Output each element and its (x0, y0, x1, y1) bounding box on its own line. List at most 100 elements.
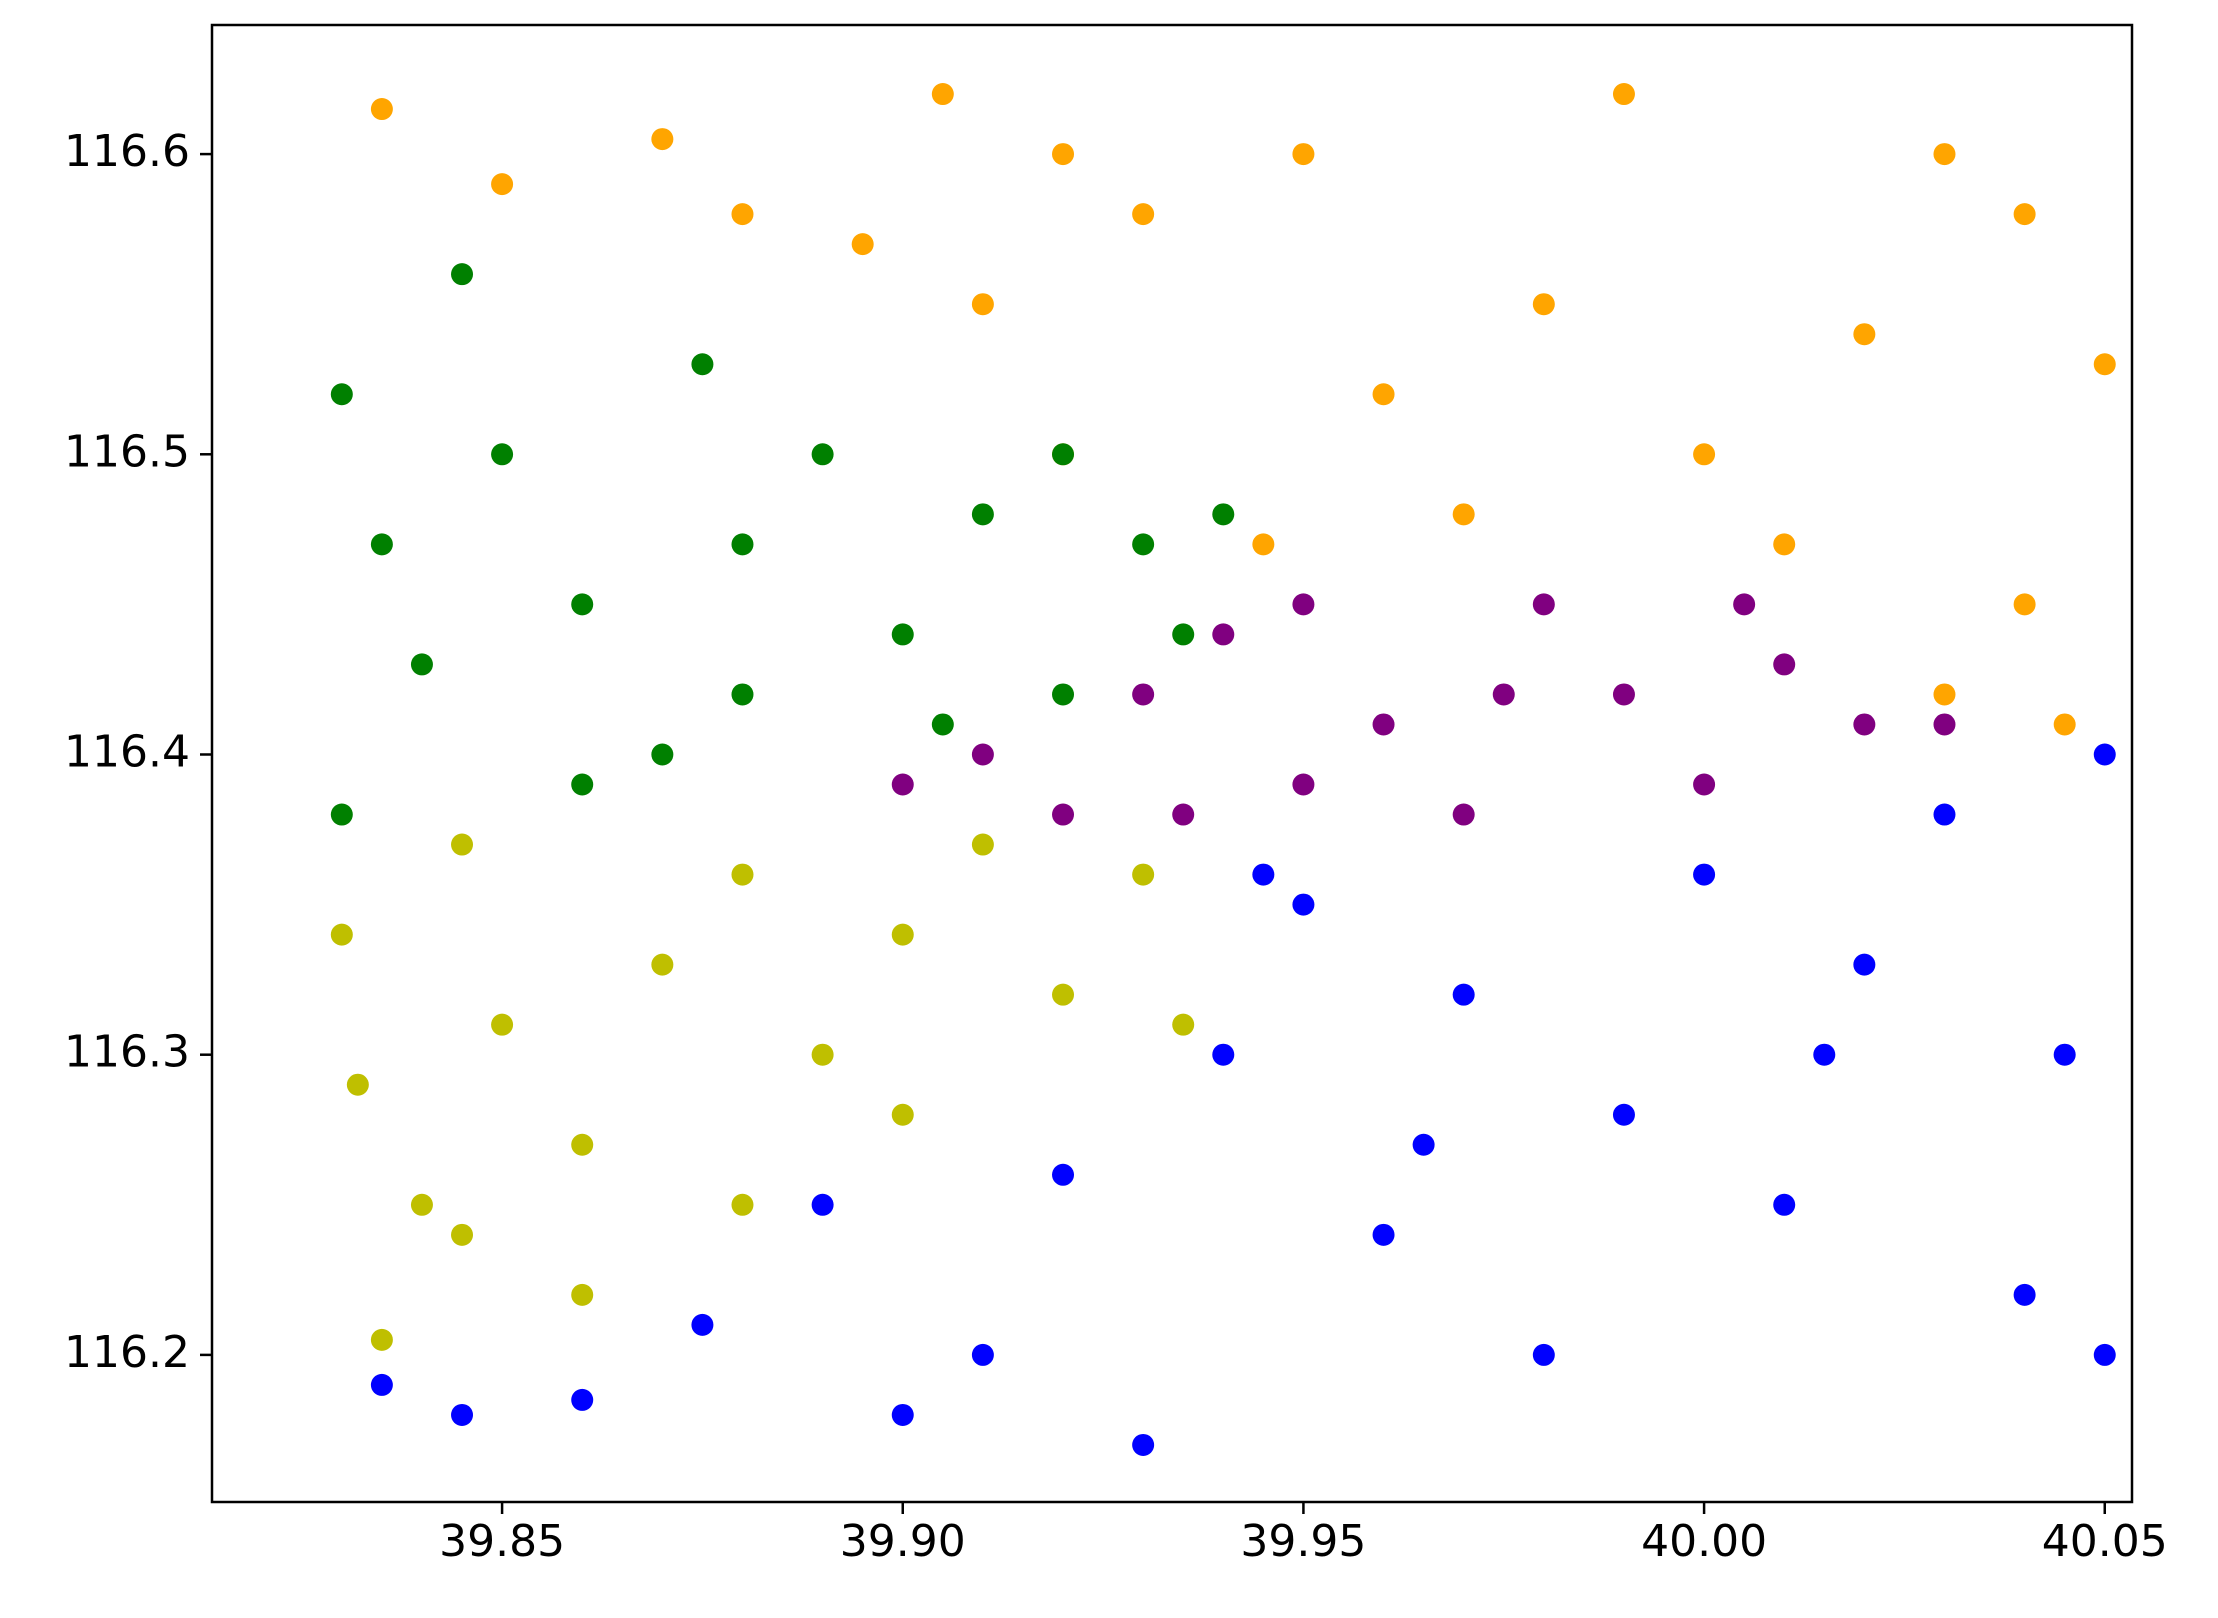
y-tick-label: 116.4 (64, 726, 190, 777)
scatter-point (1132, 683, 1155, 706)
scatter-point (451, 263, 474, 286)
scatter-point (1773, 533, 1796, 556)
y-tick-label: 116.6 (64, 126, 190, 177)
scatter-point (1532, 593, 1555, 616)
scatter-point (731, 863, 754, 886)
scatter-point (370, 1328, 393, 1351)
scatter-point (1933, 803, 1956, 826)
scatter-point (1853, 323, 1876, 346)
scatter-point (370, 1373, 393, 1396)
scatter-point (1612, 683, 1635, 706)
scatter-point (346, 1073, 369, 1096)
scatter-point (1132, 863, 1155, 886)
scatter-point (571, 1283, 594, 1306)
scatter-point (330, 383, 353, 406)
scatter-point (1292, 893, 1315, 916)
x-tick-label: 39.90 (840, 1516, 966, 1567)
x-tick-label: 40.00 (1641, 1516, 1767, 1567)
scatter-point (1532, 293, 1555, 316)
scatter-point (2013, 1283, 2036, 1306)
scatter-point (1212, 503, 1235, 526)
scatter-point (1532, 1343, 1555, 1366)
scatter-point (811, 1193, 834, 1216)
scatter-point (971, 293, 994, 316)
scatter-point (1052, 443, 1075, 466)
scatter-point (1452, 503, 1475, 526)
scatter-point (451, 1223, 474, 1246)
scatter-point (1773, 653, 1796, 676)
scatter-point (1853, 713, 1876, 736)
scatter-point (1292, 593, 1315, 616)
scatter-point (1292, 773, 1315, 796)
scatter-point (1052, 143, 1075, 166)
scatter-point (410, 653, 433, 676)
scatter-point (370, 533, 393, 556)
scatter-point (330, 923, 353, 946)
scatter-point (891, 773, 914, 796)
y-tick-label: 116.5 (64, 426, 190, 477)
scatter-point (2093, 1343, 2116, 1366)
scatter-point (1492, 683, 1515, 706)
scatter-point (1733, 593, 1756, 616)
scatter-point (1212, 623, 1235, 646)
scatter-point (2053, 713, 2076, 736)
scatter-point (691, 353, 714, 376)
scatter-point (2053, 1043, 2076, 1066)
scatter-point (1292, 143, 1315, 166)
scatter-point (571, 1388, 594, 1411)
scatter-point (851, 233, 874, 256)
scatter-point (1052, 803, 1075, 826)
scatter-point (1612, 1103, 1635, 1126)
scatter-point (2093, 353, 2116, 376)
scatter-point (491, 1013, 514, 1036)
scatter-point (1372, 383, 1395, 406)
scatter-point (410, 1193, 433, 1216)
scatter-point (651, 953, 674, 976)
scatter-point (891, 1103, 914, 1126)
scatter-point (330, 803, 353, 826)
scatter-point (1853, 953, 1876, 976)
scatter-point (1612, 83, 1635, 106)
scatter-point (571, 773, 594, 796)
scatter-point (1933, 143, 1956, 166)
scatter-point (1252, 533, 1275, 556)
scatter-point (811, 1043, 834, 1066)
scatter-point (1052, 983, 1075, 1006)
scatter-point (691, 1313, 714, 1336)
scatter-point (491, 173, 514, 196)
scatter-point (731, 203, 754, 226)
scatter-point (1052, 1163, 1075, 1186)
scatter-point (731, 533, 754, 556)
scatter-point (1693, 773, 1716, 796)
scatter-point (1693, 863, 1716, 886)
scatter-point (1212, 1043, 1235, 1066)
scatter-point (1052, 683, 1075, 706)
scatter-point (931, 83, 954, 106)
scatter-point (731, 1193, 754, 1216)
scatter-point (1172, 623, 1195, 646)
scatter-point (1372, 1223, 1395, 1246)
scatter-point (2013, 203, 2036, 226)
scatter-point (1452, 983, 1475, 1006)
scatter-point (1132, 203, 1155, 226)
scatter-point (651, 128, 674, 151)
scatter-point (571, 593, 594, 616)
scatter-point (2093, 743, 2116, 766)
scatter-point (2013, 593, 2036, 616)
scatter-point (370, 98, 393, 121)
scatter-point (1693, 443, 1716, 466)
scatter-point (1372, 713, 1395, 736)
scatter-point (1252, 863, 1275, 886)
x-tick-label: 39.85 (439, 1516, 565, 1567)
scatter-point (451, 833, 474, 856)
scatter-point (1933, 683, 1956, 706)
scatter-point (571, 1133, 594, 1156)
scatter-point (971, 1343, 994, 1366)
scatter-point (971, 743, 994, 766)
y-tick-label: 116.3 (64, 1027, 190, 1078)
x-tick-label: 39.95 (1240, 1516, 1366, 1567)
scatter-point (971, 833, 994, 856)
scatter-point (931, 713, 954, 736)
